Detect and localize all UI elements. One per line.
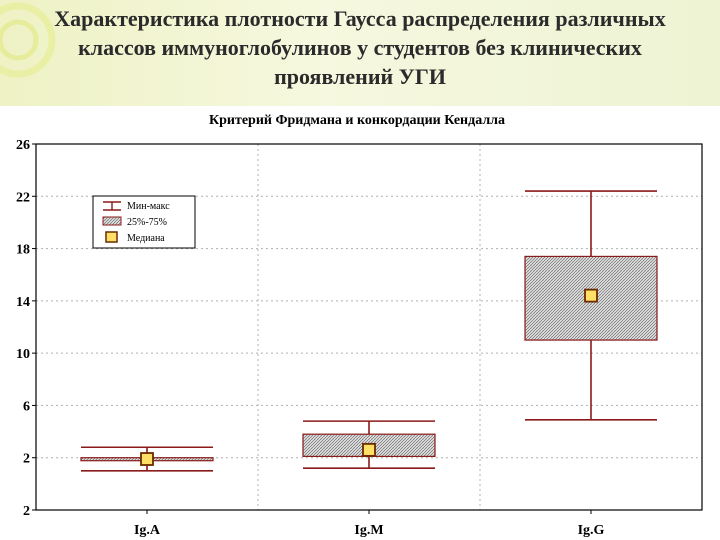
boxes bbox=[80, 190, 658, 472]
slide-title: Характеристика плотности Гаусса распреде… bbox=[10, 4, 710, 91]
y-tick-label: 2 bbox=[23, 452, 30, 467]
y-tick-label: 14 bbox=[16, 295, 30, 310]
median-marker bbox=[362, 442, 376, 457]
legend: Мин-макс 25%-75% Медиана bbox=[92, 195, 196, 249]
y-tick-label: 2 bbox=[23, 504, 30, 519]
slide-title-line-2: классов иммуноглобулинов у студентов без… bbox=[78, 35, 642, 60]
box-ig-g bbox=[524, 190, 658, 421]
legend-label-median: Медиана bbox=[127, 233, 165, 244]
x-axis-categories: Ig.A Ig.M Ig.G bbox=[134, 510, 605, 538]
legend-whisker-icon bbox=[103, 201, 121, 211]
box-ig-m bbox=[302, 420, 436, 469]
legend-median-icon bbox=[105, 231, 118, 243]
slide-title-line-3: проявлений УГИ bbox=[274, 64, 446, 89]
boxplot-chart: Критерий Фридмана и конкордации Кендалла… bbox=[16, 113, 703, 538]
title-band: Характеристика плотности Гаусса распреде… bbox=[0, 0, 720, 106]
median-marker bbox=[584, 288, 598, 303]
legend-label-minmax: Мин-макс bbox=[127, 201, 170, 212]
y-tick-label: 6 bbox=[23, 399, 30, 414]
x-category-label: Ig.A bbox=[134, 523, 161, 538]
legend-label-quartiles: 25%-75% bbox=[127, 217, 167, 228]
box-ig-a bbox=[80, 446, 214, 472]
x-category-label: Ig.G bbox=[578, 523, 605, 538]
chart-title: Критерий Фридмана и конкордации Кендалла bbox=[209, 113, 505, 128]
y-tick-label: 10 bbox=[16, 347, 30, 362]
y-tick-label: 18 bbox=[16, 243, 30, 258]
slide-title-line-1: Характеристика плотности Гаусса распреде… bbox=[54, 6, 666, 31]
y-tick-label: 26 bbox=[16, 138, 30, 153]
x-category-label: Ig.M bbox=[354, 523, 383, 538]
median-marker bbox=[140, 452, 154, 466]
y-tick-label: 22 bbox=[16, 190, 30, 205]
legend-hatch-icon bbox=[102, 216, 122, 226]
